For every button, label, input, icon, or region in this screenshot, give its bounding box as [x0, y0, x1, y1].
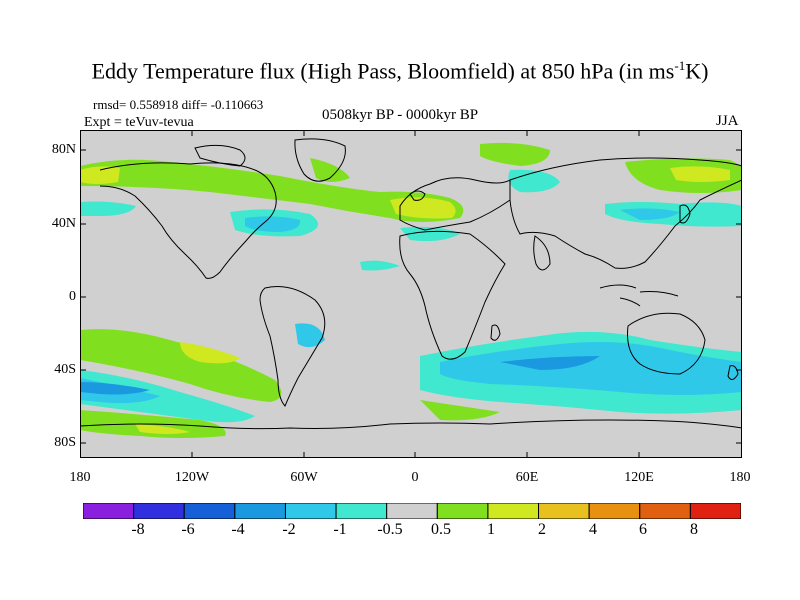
colorbar-label: -6 [181, 521, 195, 538]
lon-label-180w: 180 [69, 470, 91, 485]
lon-label-180e: 180 [729, 470, 751, 485]
lat-label-80s: 80S [54, 435, 76, 450]
colorbar-label: 8 [690, 521, 698, 538]
colorbar-swatch [538, 503, 590, 519]
lon-label-120e: 120E [624, 470, 654, 485]
season-label: JJA [716, 113, 739, 129]
colorbar-swatch [487, 503, 540, 519]
colorbar-swatch [335, 503, 388, 519]
colorbar-swatch [284, 503, 337, 519]
lon-label-60w: 60W [290, 470, 318, 485]
lat-label-eq: 0 [69, 289, 76, 304]
map-frame [80, 130, 742, 458]
lat-label-40n: 40N [51, 216, 76, 231]
plot-title: Eddy Temperature flux (High Pass, Bloomf… [91, 58, 709, 84]
colorbar-label: -0.5 [377, 521, 403, 538]
colorbar-swatch [183, 503, 236, 519]
colorbar-swatch [639, 503, 691, 519]
lat-label-80n: 80N [51, 142, 76, 157]
anomaly-fields [80, 142, 742, 438]
colorbar-label: -8 [131, 521, 145, 538]
lon-label-60e: 60E [515, 470, 539, 485]
colorbar-label: -2 [282, 521, 296, 538]
colorbar-label: 1 [487, 521, 495, 538]
colorbar-swatch [133, 503, 185, 519]
world-map [80, 130, 742, 458]
colorbar-swatch [234, 503, 286, 519]
experiment-label: Expt = teVuv-tevua [84, 115, 194, 130]
colorbar-swatch [436, 503, 489, 519]
colorbar-swatch [689, 503, 741, 519]
lon-label-120w: 120W [174, 470, 210, 485]
colorbar-swatch [588, 503, 641, 519]
colorbar-label: 2 [538, 521, 546, 538]
colorbar-swatch [386, 503, 438, 519]
colorbar-label: 0.5 [431, 521, 451, 538]
colorbar-label: 6 [639, 521, 647, 538]
colorbar-label: -4 [231, 521, 245, 538]
colorbar-swatch [83, 503, 135, 519]
coastlines [80, 138, 742, 430]
colorbar [83, 503, 741, 519]
colorbar-label: -1 [333, 521, 347, 538]
period-label: 0508kyr BP - 0000kyr BP [322, 107, 479, 123]
lon-label-0: 0 [411, 470, 419, 485]
axis-ticks [80, 130, 742, 458]
lat-label-40s: 40S [54, 362, 76, 377]
colorbar-label: 4 [589, 521, 597, 538]
stats-text: rmsd= 0.558918 diff= -0.110663 [93, 97, 264, 112]
